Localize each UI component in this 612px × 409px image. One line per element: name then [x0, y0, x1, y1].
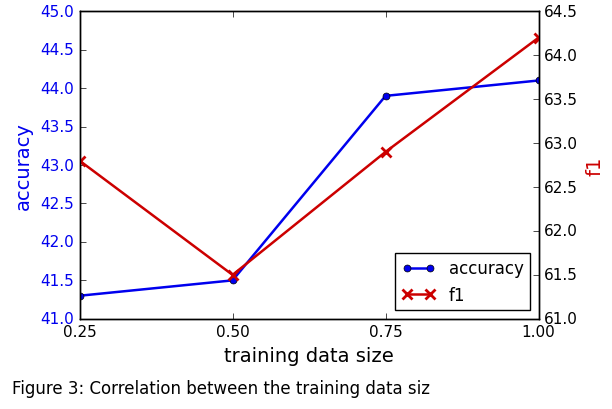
X-axis label: training data size: training data size: [224, 346, 394, 365]
Line: accuracy: accuracy: [76, 78, 542, 299]
Y-axis label: accuracy: accuracy: [14, 122, 33, 209]
f1: [382, 150, 389, 155]
Line: f1: f1: [75, 34, 543, 280]
f1: [76, 159, 83, 164]
f1: [535, 36, 542, 41]
accuracy: [76, 294, 83, 299]
f1: [229, 273, 236, 278]
accuracy: [229, 278, 236, 283]
Legend: accuracy, f1: accuracy, f1: [395, 253, 530, 311]
Text: Figure 3: Correlation between the training data siz: Figure 3: Correlation between the traini…: [12, 379, 430, 397]
accuracy: [382, 94, 389, 99]
Y-axis label: f1: f1: [585, 156, 604, 175]
accuracy: [535, 79, 542, 84]
